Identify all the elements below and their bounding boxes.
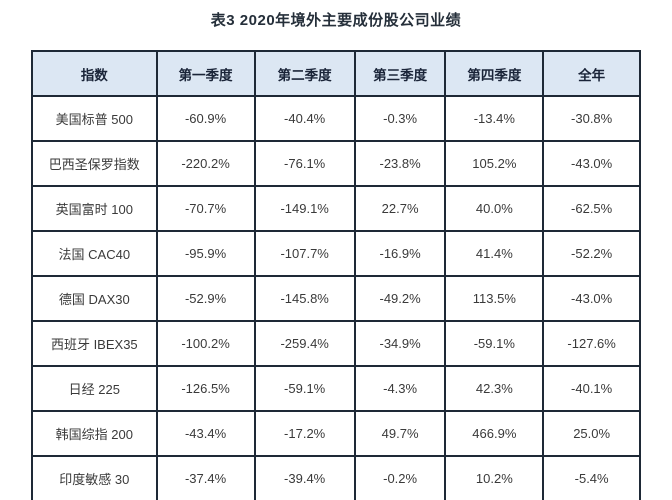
table-cell: 42.3% bbox=[444, 365, 545, 412]
table-cell: -52.9% bbox=[155, 275, 256, 322]
table-cell: -23.8% bbox=[353, 140, 447, 187]
header-cell-q1: 第一季度 bbox=[155, 50, 256, 97]
table-cell: -5.4% bbox=[542, 455, 641, 500]
table-cell: -59.1% bbox=[253, 365, 356, 412]
table-cell: -70.7% bbox=[155, 185, 256, 232]
table-cell: -76.1% bbox=[253, 140, 356, 187]
table-cell: -52.2% bbox=[542, 230, 641, 277]
table-cell: -149.1% bbox=[253, 185, 356, 232]
table-cell: -100.2% bbox=[155, 320, 256, 367]
table-cell: -59.1% bbox=[444, 320, 545, 367]
table-cell: -37.4% bbox=[155, 455, 256, 500]
table-cell: 22.7% bbox=[353, 185, 447, 232]
table-row: 韩国综指 200 -43.4% -17.2% 49.7% 466.9% 25.0… bbox=[31, 410, 641, 457]
header-cell-q4: 第四季度 bbox=[444, 50, 545, 97]
table-cell: -13.4% bbox=[444, 95, 545, 142]
table-cell: -107.7% bbox=[253, 230, 356, 277]
table-row: 英国富时 100 -70.7% -149.1% 22.7% 40.0% -62.… bbox=[31, 185, 641, 232]
index-name-cell: 韩国综指 200 bbox=[31, 410, 158, 457]
table-title: 表3 2020年境外主要成份股公司业绩 bbox=[210, 12, 462, 29]
header-cell-q3: 第三季度 bbox=[353, 50, 447, 97]
table-cell: -127.6% bbox=[542, 320, 641, 367]
table-row: 德国 DAX30 -52.9% -145.8% -49.2% 113.5% -4… bbox=[31, 275, 641, 322]
index-name-cell: 日经 225 bbox=[31, 365, 158, 412]
table-cell: -49.2% bbox=[353, 275, 447, 322]
table-cell: 49.7% bbox=[353, 410, 447, 457]
table-row: 美国标普 500 -60.9% -40.4% -0.3% -13.4% -30.… bbox=[31, 95, 641, 142]
table-cell: -259.4% bbox=[253, 320, 356, 367]
table-cell: -62.5% bbox=[542, 185, 641, 232]
table-cell: -16.9% bbox=[353, 230, 447, 277]
table-cell: -0.3% bbox=[353, 95, 447, 142]
table-cell: -34.9% bbox=[353, 320, 447, 367]
table-cell: -43.0% bbox=[542, 140, 641, 187]
table-cell: -43.0% bbox=[542, 275, 641, 322]
index-name-cell: 印度敏感 30 bbox=[31, 455, 158, 500]
table-cell: -126.5% bbox=[155, 365, 256, 412]
index-name-cell: 英国富时 100 bbox=[31, 185, 158, 232]
header-cell-index: 指数 bbox=[31, 50, 158, 97]
table-cell: -220.2% bbox=[155, 140, 256, 187]
table-cell: 40.0% bbox=[444, 185, 545, 232]
table-cell: 10.2% bbox=[444, 455, 545, 500]
table-cell: 466.9% bbox=[444, 410, 545, 457]
header-cell-q2: 第二季度 bbox=[253, 50, 356, 97]
performance-table: 指数 第一季度 第二季度 第三季度 第四季度 全年 美国标普 500 -60.9… bbox=[31, 50, 641, 500]
table-cell: 113.5% bbox=[444, 275, 545, 322]
table-cell: 25.0% bbox=[542, 410, 641, 457]
index-name-cell: 美国标普 500 bbox=[31, 95, 158, 142]
table-row: 日经 225 -126.5% -59.1% -4.3% 42.3% -40.1% bbox=[31, 365, 641, 412]
table-row: 法国 CAC40 -95.9% -107.7% -16.9% 41.4% -52… bbox=[31, 230, 641, 277]
table-cell: -17.2% bbox=[253, 410, 356, 457]
table-cell: -43.4% bbox=[155, 410, 256, 457]
table-header-row: 指数 第一季度 第二季度 第三季度 第四季度 全年 bbox=[31, 50, 641, 97]
table-cell: 41.4% bbox=[444, 230, 545, 277]
index-name-cell: 法国 CAC40 bbox=[31, 230, 158, 277]
table-cell: -60.9% bbox=[155, 95, 256, 142]
table-row: 西班牙 IBEX35 -100.2% -259.4% -34.9% -59.1%… bbox=[31, 320, 641, 367]
header-cell-year: 全年 bbox=[542, 50, 641, 97]
table-cell: -145.8% bbox=[253, 275, 356, 322]
table-cell: -95.9% bbox=[155, 230, 256, 277]
table-row: 巴西圣保罗指数 -220.2% -76.1% -23.8% 105.2% -43… bbox=[31, 140, 641, 187]
table-cell: -40.4% bbox=[253, 95, 356, 142]
table-cell: -40.1% bbox=[542, 365, 641, 412]
index-name-cell: 西班牙 IBEX35 bbox=[31, 320, 158, 367]
index-name-cell: 德国 DAX30 bbox=[31, 275, 158, 322]
table-cell: -39.4% bbox=[253, 455, 356, 500]
index-name-cell: 巴西圣保罗指数 bbox=[31, 140, 158, 187]
table-cell: -4.3% bbox=[353, 365, 447, 412]
table-cell: -30.8% bbox=[542, 95, 641, 142]
table-cell: 105.2% bbox=[444, 140, 545, 187]
table-row: 印度敏感 30 -37.4% -39.4% -0.2% 10.2% -5.4% bbox=[31, 455, 641, 500]
table-cell: -0.2% bbox=[353, 455, 447, 500]
